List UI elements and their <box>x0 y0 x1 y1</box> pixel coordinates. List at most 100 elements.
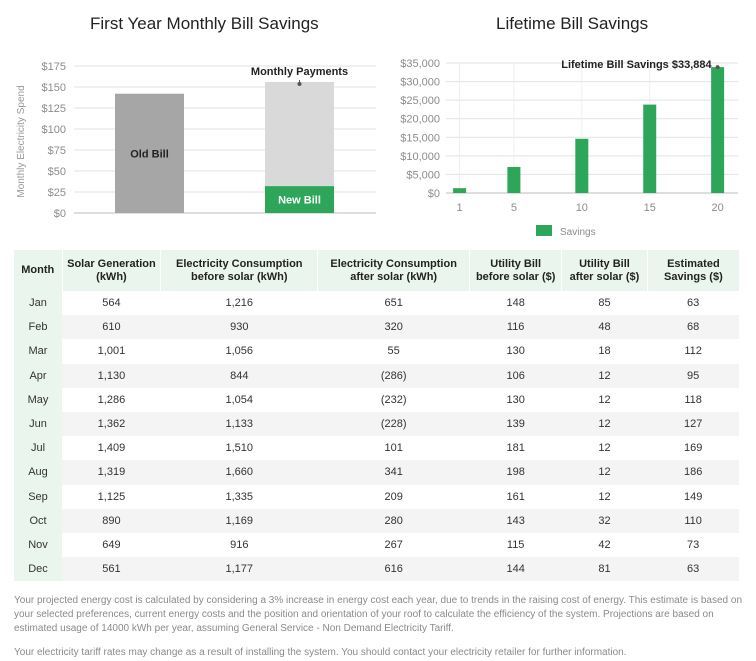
table-cell: 651 <box>384 297 403 310</box>
monthly-bill-chart: $0 $25 $50 $75 $100 $125 $150 $175 Monthly Elect… <box>16 61 376 220</box>
table-cell: 1,133 <box>160 411 318 437</box>
month-cell: Mar <box>14 339 62 364</box>
month-cell: Dec <box>14 557 62 582</box>
table-row: Nov 649 916 267 115 42 73 <box>14 532 739 558</box>
header-bill-before: Utility Bill before solar ($) <box>469 250 562 291</box>
table-cell: 1,409 <box>97 442 126 455</box>
table-cell: (232) <box>380 393 407 406</box>
projection-note: Your projected energy cost is calculated… <box>14 595 743 634</box>
y-tick-label: $150 <box>42 82 66 94</box>
x-tick-label: 20 <box>712 202 724 214</box>
table-cell: 1,660 <box>160 460 318 485</box>
table-cell: 12 <box>598 490 611 503</box>
table-cell: 42 <box>598 538 611 551</box>
table-cell: 186 <box>647 460 739 485</box>
table-cell: 68 <box>647 315 739 340</box>
table-cell: 1,362 <box>62 411 161 437</box>
table-cell: 149 <box>683 490 703 503</box>
old-bill-label: Old Bill <box>130 148 169 160</box>
table-cell: 148 <box>506 297 525 310</box>
table-cell: 209 <box>384 490 403 503</box>
table-cell: 161 <box>506 490 525 503</box>
header-consumption-before: Electricity Consumption before solar (kW… <box>160 250 318 291</box>
table-cell: 1,216 <box>225 297 254 310</box>
table-cell: 916 <box>230 538 249 551</box>
table-row: May 1,286 1,054 (232) 130 12 118 <box>14 387 739 412</box>
table-cell: 139 <box>469 411 562 437</box>
table-cell: 1,001 <box>97 345 126 358</box>
x-tick-label: 1 <box>457 202 463 214</box>
table-cell: 95 <box>647 363 739 388</box>
table-cell: 1,130 <box>62 363 161 388</box>
table-cell: 1,319 <box>62 460 161 485</box>
table-cell: 1,169 <box>160 508 318 533</box>
table-cell: 930 <box>160 315 318 340</box>
y-tick-label: $125 <box>42 103 66 115</box>
old-bill-bar <box>115 93 184 213</box>
table-cell: 73 <box>687 538 700 551</box>
table-cell: 115 <box>506 538 525 551</box>
header-consumption-after: Electricity Consumption after solar (kWh… <box>317 250 470 291</box>
savings-bar <box>453 188 467 193</box>
y-tick-label: $25,000 <box>400 95 440 107</box>
table-cell: 55 <box>387 345 400 358</box>
table-cell: 1,335 <box>225 490 254 503</box>
monthly-payments-label: Monthly Payments <box>251 66 348 78</box>
table-cell: 1,510 <box>225 442 254 455</box>
new-bill-bar <box>265 186 334 213</box>
table-cell: 127 <box>647 411 739 437</box>
table-cell: 12 <box>598 442 611 455</box>
table-cell: 118 <box>684 393 702 406</box>
table-cell: 280 <box>317 508 470 533</box>
table-cell: 844 <box>160 363 318 388</box>
savings-bar <box>711 67 725 193</box>
table-cell: 890 <box>62 508 161 533</box>
month-cell: Sep <box>14 484 62 509</box>
table-cell: 1,177 <box>160 557 318 582</box>
month-cell: Feb <box>14 315 62 340</box>
table-cell: 130 <box>506 393 525 406</box>
new-bill-label: New Bill <box>278 195 321 207</box>
monthly-payments-bar <box>265 81 334 187</box>
y-tick-label: $0 <box>54 208 66 220</box>
y-axis-label: Monthly Electricity Spend <box>16 85 27 197</box>
lifetime-savings-annotation: Lifetime Bill Savings $33,884 <box>561 59 712 71</box>
table-row: Mar 1,001 1,056 55 130 18 112 <box>14 339 739 364</box>
table-cell: 32 <box>561 508 648 533</box>
y-tick-label: $20,000 <box>400 114 440 126</box>
x-tick-label: 15 <box>644 202 656 214</box>
savings-bar <box>643 104 657 193</box>
savings-bar <box>575 138 589 193</box>
table-cell: 116 <box>469 315 562 340</box>
y-tick-label: $0 <box>428 188 440 200</box>
table-row: Dec 561 1,177 616 144 81 63 <box>14 557 739 582</box>
table-cell: 106 <box>469 363 562 388</box>
table-row: Oct 890 1,169 280 143 32 110 <box>14 508 739 533</box>
table-cell: 18 <box>598 345 611 358</box>
x-tick-label: 5 <box>511 202 517 214</box>
y-tick-label: $175 <box>42 61 66 73</box>
legend-label: Savings <box>560 227 596 238</box>
header-solar-generation: Solar Generation (kWh) <box>61 250 161 291</box>
annotation-dot <box>297 81 302 86</box>
table-cell: 616 <box>317 557 470 582</box>
x-tick-label: 10 <box>576 202 588 214</box>
table-cell: 267 <box>384 538 403 551</box>
month-cell: Jun <box>14 411 62 437</box>
table-cell: 12 <box>561 460 648 485</box>
table-row: Sep 1,125 1,335 209 161 12 149 <box>14 484 739 509</box>
lifetime-savings-chart: $0 $5,000 $10,000 $15,000 $20,000 $25,000 $30,… <box>400 58 738 238</box>
table-cell: 198 <box>469 460 562 485</box>
y-tick-label: $25 <box>48 187 66 199</box>
table-cell: 1,056 <box>225 345 254 358</box>
y-tick-label: $5,000 <box>406 169 440 181</box>
table-cell: 1,054 <box>225 393 254 406</box>
table-cell: 63 <box>647 557 739 582</box>
month-cell: May <box>14 387 62 412</box>
monthly-chart-title: First Year Monthly Bill Savings <box>90 14 319 33</box>
table-cell: 1,125 <box>97 490 126 503</box>
table-cell: 63 <box>687 297 700 310</box>
y-tick-label: $100 <box>42 124 66 136</box>
table-cell: 85 <box>598 297 611 310</box>
y-tick-label: $50 <box>48 166 66 178</box>
